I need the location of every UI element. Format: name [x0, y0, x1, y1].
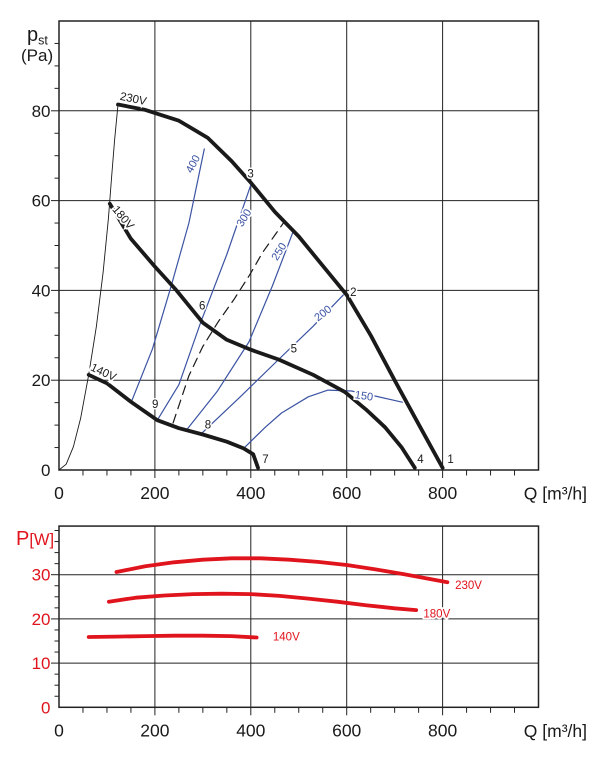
x-tick-label-200-chart1: 200 — [140, 720, 169, 740]
curve-label-250-chart0: 250 — [270, 241, 290, 263]
x-tick-label-400-chart1: 400 — [236, 720, 265, 740]
x-tick-label-600-chart0: 600 — [332, 483, 361, 503]
curve-label-150-chart0: 150 — [354, 389, 374, 403]
curve-label-230V-chart1: 230V — [455, 580, 482, 592]
y-axis-title-chart1: P[W] — [16, 528, 54, 550]
x-tick-label-400-chart0: 400 — [236, 483, 265, 503]
y-tick-label-0-chart0: 0 — [41, 461, 50, 480]
curve-label-400-chart0: 400 — [184, 153, 203, 175]
operating-point-label-6: 6 — [199, 300, 205, 312]
speed-line-250 — [185, 231, 294, 432]
curve-180V — [107, 201, 417, 470]
operating-point-label-9: 9 — [152, 399, 158, 411]
curve-140V — [86, 372, 260, 470]
operating-point-label-1: 1 — [447, 454, 453, 466]
y-tick-label-30-chart1: 30 — [32, 566, 51, 585]
speed-line-150 — [243, 389, 403, 449]
operating-point-label-8: 8 — [205, 420, 211, 432]
power-180V — [107, 591, 419, 612]
x-tick-label-200-chart0: 200 — [140, 483, 169, 503]
plot-border-chart0 — [58, 20, 540, 471]
y-tick-label-0-chart1: 0 — [41, 698, 50, 717]
operating-point-label-4: 4 — [417, 454, 424, 466]
plot-border-chart1 — [58, 525, 540, 709]
x-tick-label-0-chart1: 0 — [54, 720, 64, 740]
x-tick-label-800-chart0: 800 — [428, 483, 457, 503]
x-axis-title-chart1: Q [m³/h] — [524, 721, 587, 741]
curve-label-200-chart0: 200 — [312, 303, 334, 324]
guide-line-dashed — [172, 222, 284, 424]
operating-point-label-5: 5 — [291, 343, 297, 355]
curve-label-180V-chart1: 180V — [423, 609, 450, 621]
x-tick-label-0-chart0: 0 — [54, 483, 64, 503]
y-tick-label-80-chart0: 80 — [32, 102, 51, 121]
y-axis-unit-chart0: (Pa) — [21, 46, 53, 65]
operating-point-label-7: 7 — [262, 454, 268, 466]
power-230V — [114, 556, 450, 585]
y-tick-label-10-chart1: 10 — [32, 654, 51, 673]
y-tick-label-40-chart0: 40 — [32, 281, 51, 300]
y-tick-label-20-chart0: 20 — [32, 371, 51, 390]
curve-230V — [116, 102, 445, 470]
y-axis-title-chart0: pst — [27, 24, 48, 48]
x-tick-label-600-chart1: 600 — [332, 720, 361, 740]
y-tick-label-60-chart0: 60 — [32, 192, 51, 211]
curve-label-140V-chart1: 140V — [273, 632, 300, 644]
y-tick-label-20-chart1: 20 — [32, 610, 51, 629]
x-tick-label-800-chart1: 800 — [428, 720, 457, 740]
power-140V — [86, 633, 259, 640]
operating-point-label-3: 3 — [247, 168, 253, 180]
x-axis-title-chart0: Q [m³/h] — [524, 484, 587, 504]
operating-point-label-2: 2 — [350, 287, 356, 299]
stall-line — [58, 104, 119, 471]
speed-line-400 — [130, 148, 205, 403]
curve-label-300-chart0: 300 — [235, 207, 255, 229]
